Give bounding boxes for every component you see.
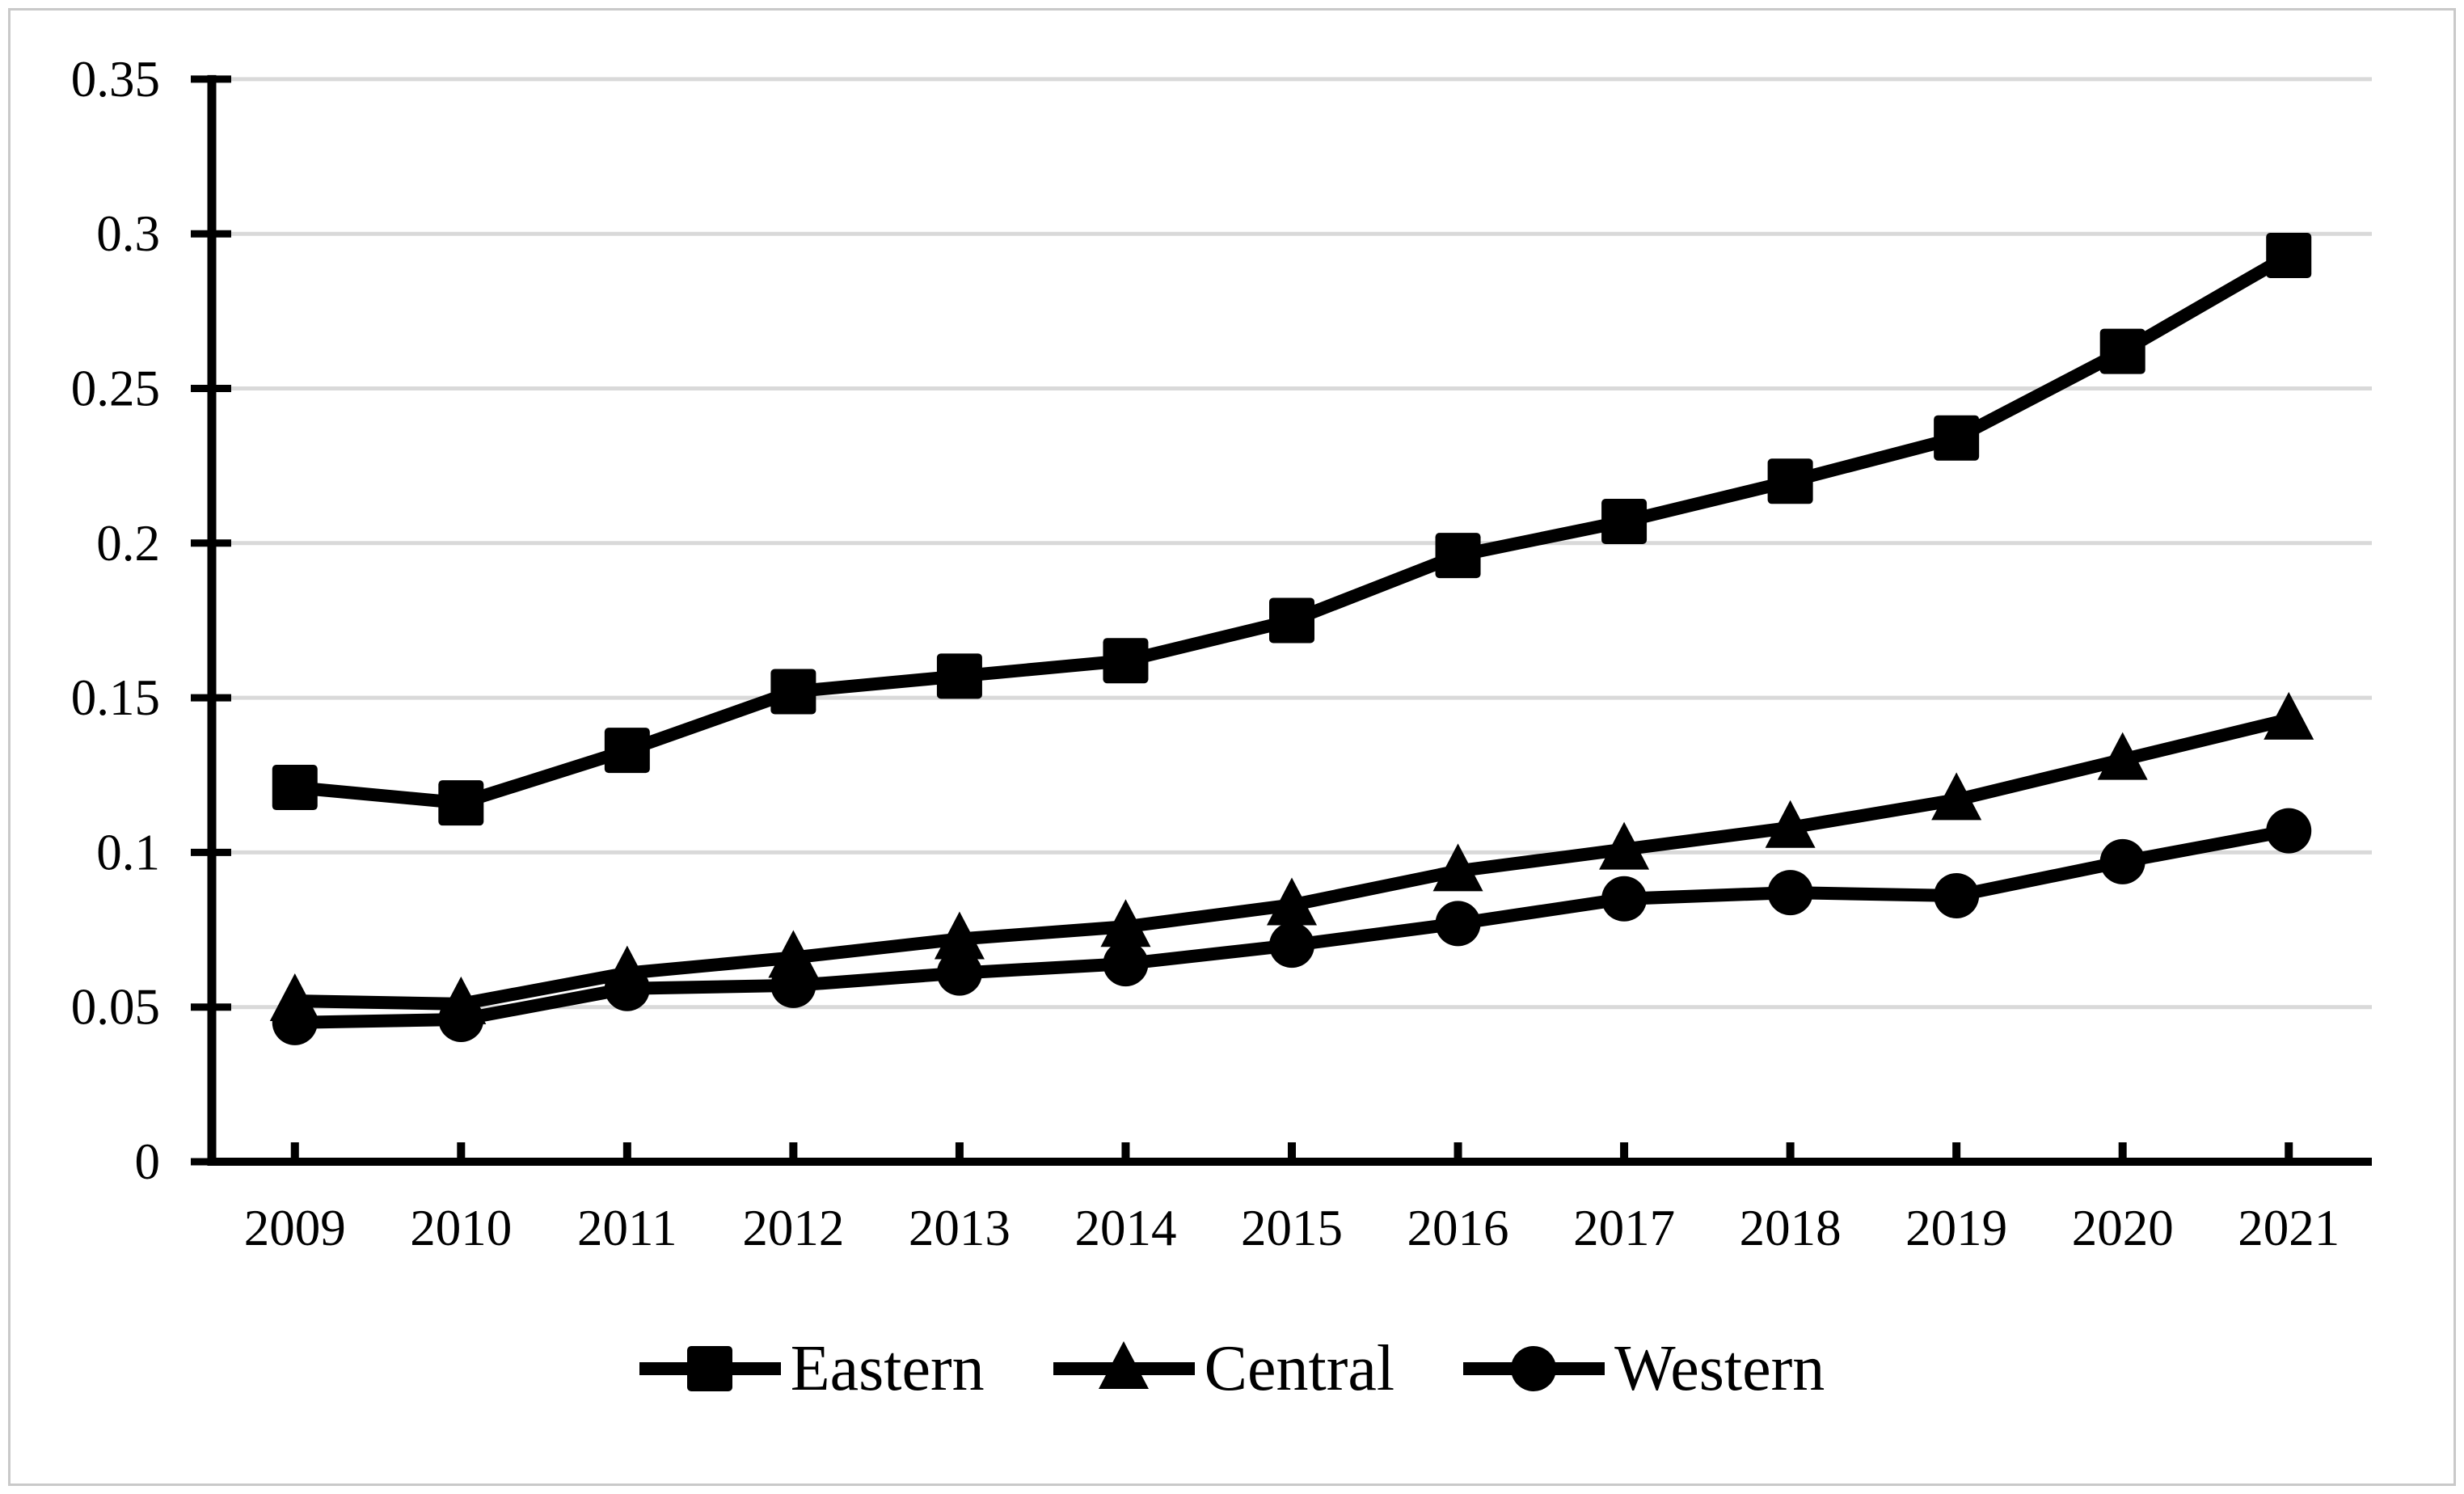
x-tick-label: 2021 [2238, 1200, 2340, 1256]
marker-central-2019 [1931, 772, 1982, 821]
circle-marker-icon [1463, 1346, 1605, 1391]
legend-item-eastern: Eastern [639, 1330, 985, 1407]
marker-eastern-2018 [1767, 458, 1813, 504]
marker-central-2013 [934, 911, 985, 960]
x-tick-label: 2010 [410, 1200, 512, 1256]
legend-label-western: Western [1614, 1333, 1825, 1404]
x-tick-label: 2014 [1074, 1200, 1176, 1256]
marker-western-2009 [272, 999, 318, 1045]
marker-western-2016 [1435, 901, 1481, 947]
triangle-marker-icon [1053, 1341, 1195, 1389]
marker-central-2012 [768, 930, 819, 978]
y-tick-label: 0.15 [71, 669, 160, 726]
legend-item-western: Western [1463, 1330, 1825, 1407]
marker-eastern-2009 [272, 765, 318, 811]
marker-central-2018 [1765, 800, 1816, 848]
marker-eastern-2016 [1435, 533, 1481, 579]
marker-eastern-2010 [438, 780, 484, 826]
marker-eastern-2014 [1103, 638, 1149, 684]
legend-square-marker [686, 1346, 732, 1391]
marker-eastern-2013 [936, 653, 982, 699]
y-tick-label: 0.1 [96, 824, 160, 880]
x-tick-label: 2012 [742, 1200, 844, 1256]
marker-central-2016 [1432, 843, 1483, 892]
marker-central-2017 [1599, 821, 1650, 870]
marker-western-2019 [1934, 872, 1980, 918]
marker-western-2014 [1103, 941, 1149, 987]
y-tick-label: 0.05 [71, 979, 160, 1036]
marker-eastern-2011 [604, 728, 650, 774]
marker-central-2014 [1100, 899, 1151, 947]
y-tick-label: 0.2 [96, 515, 160, 572]
legend-item-central: Central [1053, 1330, 1394, 1407]
marker-western-2011 [604, 965, 650, 1011]
y-tick-label: 0 [135, 1133, 161, 1190]
marker-eastern-2012 [770, 669, 816, 715]
x-tick-label: 2018 [1740, 1200, 1842, 1256]
y-tick-label: 0.3 [96, 205, 160, 262]
y-tick-label: 0.35 [71, 51, 160, 108]
marker-western-2021 [2266, 808, 2312, 854]
legend-circle-marker [1511, 1346, 1557, 1391]
marker-eastern-2017 [1601, 499, 1648, 545]
marker-western-2017 [1601, 876, 1648, 922]
x-tick-label: 2013 [909, 1200, 1010, 1256]
marker-eastern-2020 [2099, 328, 2145, 374]
marker-western-2010 [438, 997, 484, 1043]
series-line-eastern [288, 248, 2296, 810]
marker-central-2021 [2264, 691, 2314, 740]
legend-label-eastern: Eastern [790, 1333, 985, 1404]
marker-western-2013 [936, 950, 982, 996]
legend-triangle-marker [1098, 1341, 1149, 1389]
x-tick-label: 2017 [1573, 1200, 1675, 1256]
marker-western-2012 [770, 962, 816, 1008]
x-tick-label: 2016 [1407, 1200, 1509, 1256]
y-tick-label: 0.25 [71, 361, 160, 417]
x-tick-label: 2015 [1241, 1200, 1343, 1256]
marker-western-2018 [1767, 870, 1813, 916]
marker-central-2020 [2097, 732, 2148, 780]
legend: Eastern Central Western [0, 1330, 2464, 1407]
legend-label-central: Central [1204, 1333, 1395, 1404]
marker-eastern-2019 [1934, 415, 1980, 461]
x-tick-label: 2009 [244, 1200, 346, 1256]
square-marker-icon [639, 1346, 781, 1391]
marker-western-2015 [1269, 922, 1314, 969]
x-tick-label: 2020 [2072, 1200, 2174, 1256]
x-tick-label: 2011 [577, 1200, 677, 1256]
x-tick-label: 2019 [1905, 1200, 2007, 1256]
marker-eastern-2021 [2266, 232, 2312, 278]
marker-eastern-2015 [1269, 597, 1314, 644]
marker-central-2015 [1267, 877, 1317, 926]
marker-western-2020 [2099, 838, 2145, 884]
